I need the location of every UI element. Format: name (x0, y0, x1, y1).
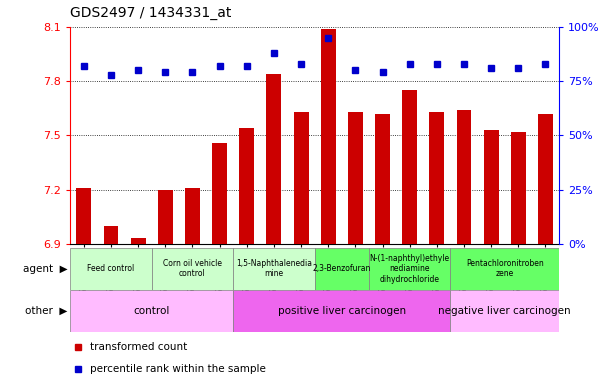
Text: other  ▶: other ▶ (25, 306, 67, 316)
Bar (315, 248, 369, 290)
Text: control: control (134, 306, 170, 316)
Bar (511, 132, 526, 244)
Bar (456, 110, 472, 244)
Bar (70, 290, 233, 332)
Bar (158, 190, 173, 244)
Bar (240, 128, 254, 244)
Bar (430, 112, 444, 244)
Bar (233, 290, 450, 332)
Bar (185, 188, 200, 244)
Text: agent  ▶: agent ▶ (23, 264, 67, 274)
Bar (76, 188, 91, 244)
Text: negative liver carcinogen: negative liver carcinogen (439, 306, 571, 316)
Bar (103, 226, 119, 244)
Bar (375, 114, 390, 244)
Bar (484, 130, 499, 244)
Text: positive liver carcinogen: positive liver carcinogen (278, 306, 406, 316)
Bar (450, 248, 559, 290)
Bar (70, 248, 152, 290)
Text: percentile rank within the sample: percentile rank within the sample (90, 364, 266, 374)
Text: 1,5-Naphthalenedia
mine: 1,5-Naphthalenedia mine (236, 259, 312, 278)
Bar (321, 29, 335, 244)
Bar (348, 112, 363, 244)
Bar (369, 248, 450, 290)
Text: Pentachloronitroben
zene: Pentachloronitroben zene (466, 259, 544, 278)
Text: Corn oil vehicle
control: Corn oil vehicle control (163, 259, 222, 278)
Bar (450, 290, 559, 332)
Bar (538, 114, 553, 244)
Bar (266, 74, 282, 244)
Bar (212, 142, 227, 244)
Text: Feed control: Feed control (87, 264, 134, 273)
Text: GDS2497 / 1434331_at: GDS2497 / 1434331_at (70, 6, 232, 20)
Bar (233, 248, 315, 290)
Bar (294, 112, 309, 244)
Bar (131, 238, 145, 244)
Text: 2,3-Benzofuran: 2,3-Benzofuran (313, 264, 371, 273)
Text: N-(1-naphthyl)ethyle
nediamine
dihydrochloride: N-(1-naphthyl)ethyle nediamine dihydroch… (370, 254, 450, 284)
Text: transformed count: transformed count (90, 342, 187, 352)
Bar (152, 248, 233, 290)
Bar (402, 90, 417, 244)
